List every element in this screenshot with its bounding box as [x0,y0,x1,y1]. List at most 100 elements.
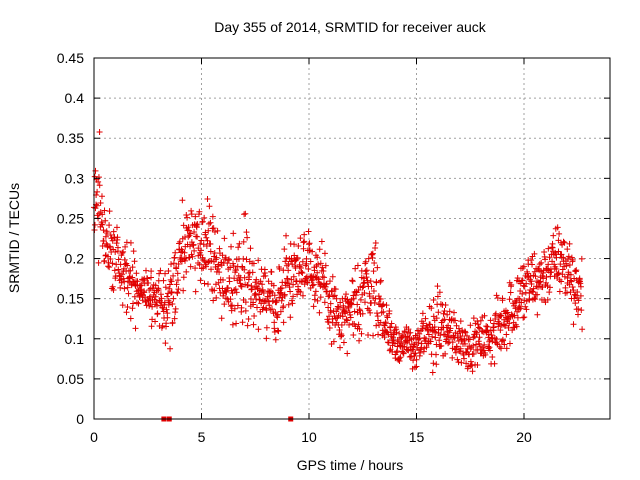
data-point [277,290,284,297]
data-point [200,257,207,264]
data-point [410,357,417,364]
data-point [521,314,528,321]
data-point [173,281,180,288]
data-point [253,296,260,303]
data-point [319,273,326,280]
data-point [429,327,436,334]
data-point [350,331,357,338]
data-point [366,307,373,314]
data-point [367,278,374,285]
data-point [130,300,137,307]
data-point [121,256,128,263]
data-point [203,263,210,270]
data-point [289,300,296,307]
data-point [260,304,267,311]
data-point [354,262,361,269]
data-point [543,279,550,286]
data-point [428,305,435,312]
data-point [207,248,214,255]
data-point [473,329,480,336]
data-point [102,217,109,224]
data-point [370,332,377,339]
data-point [221,301,228,308]
data-point [396,358,403,365]
data-point [96,182,103,189]
data-point [277,308,284,315]
data-point [463,360,470,367]
data-point [95,259,102,266]
data-point [415,340,422,347]
data-point [459,327,466,334]
data-point [470,350,477,357]
data-point [148,274,155,281]
data-point [498,312,505,319]
y-tick-label: 0.3 [65,170,85,186]
data-point [475,338,482,345]
data-point [305,228,312,235]
data-point [485,334,492,341]
data-point [180,222,187,229]
data-point [457,332,464,339]
data-point [236,240,243,247]
x-tick-label: 20 [516,429,532,445]
data-point [185,224,192,231]
data-point [314,297,321,304]
data-point [233,267,240,274]
data-point [487,317,494,324]
data-point [314,269,321,276]
data-point [348,301,355,308]
data-point [345,305,352,312]
data-point [522,303,529,310]
data-point [372,244,379,251]
data-point [268,306,275,313]
data-point [492,316,499,323]
data-point [157,291,164,298]
data-point [503,331,510,338]
data-point [374,264,381,271]
data-point [274,327,281,334]
data-point [446,308,453,315]
data-point [326,325,333,332]
data-point [359,310,366,317]
data-point [234,302,241,309]
data-point [271,292,278,299]
data-point [280,303,287,310]
data-point [154,310,161,317]
data-point [240,238,247,245]
data-point [365,255,372,262]
data-point [564,246,571,253]
data-point [176,238,183,245]
data-point [106,208,113,215]
data-point [365,332,372,339]
data-point [577,292,584,299]
data-point [283,254,290,261]
data-point [271,325,278,332]
data-point [194,233,201,240]
data-point [461,328,468,335]
data-point [169,319,176,326]
y-tick-label: 0.25 [57,210,84,226]
data-point [183,212,190,219]
data-point [534,291,541,298]
data-point [201,214,208,221]
data-point [294,254,301,261]
data-point [174,270,181,277]
data-point [179,197,186,204]
data-point [297,235,304,242]
data-point [314,254,321,261]
data-point [207,219,214,226]
data-point [227,264,234,271]
data-point [335,304,342,311]
data-point [283,232,290,239]
data-point [398,339,405,346]
data-point [435,309,442,316]
data-point [259,281,266,288]
data-point [107,244,114,251]
data-point [105,259,112,266]
data-point [467,322,474,329]
data-point [278,285,285,292]
data-point [174,277,181,284]
y-tick-label: 0 [76,411,84,427]
data-point [559,266,566,273]
data-point [215,279,222,286]
